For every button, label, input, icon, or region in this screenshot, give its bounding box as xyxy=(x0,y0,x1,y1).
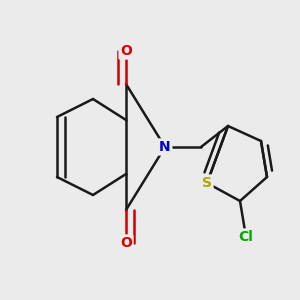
Text: O: O xyxy=(120,236,132,250)
Text: O: O xyxy=(120,44,132,58)
Text: N: N xyxy=(159,140,171,154)
Text: Cl: Cl xyxy=(238,230,253,244)
Text: S: S xyxy=(202,176,212,190)
